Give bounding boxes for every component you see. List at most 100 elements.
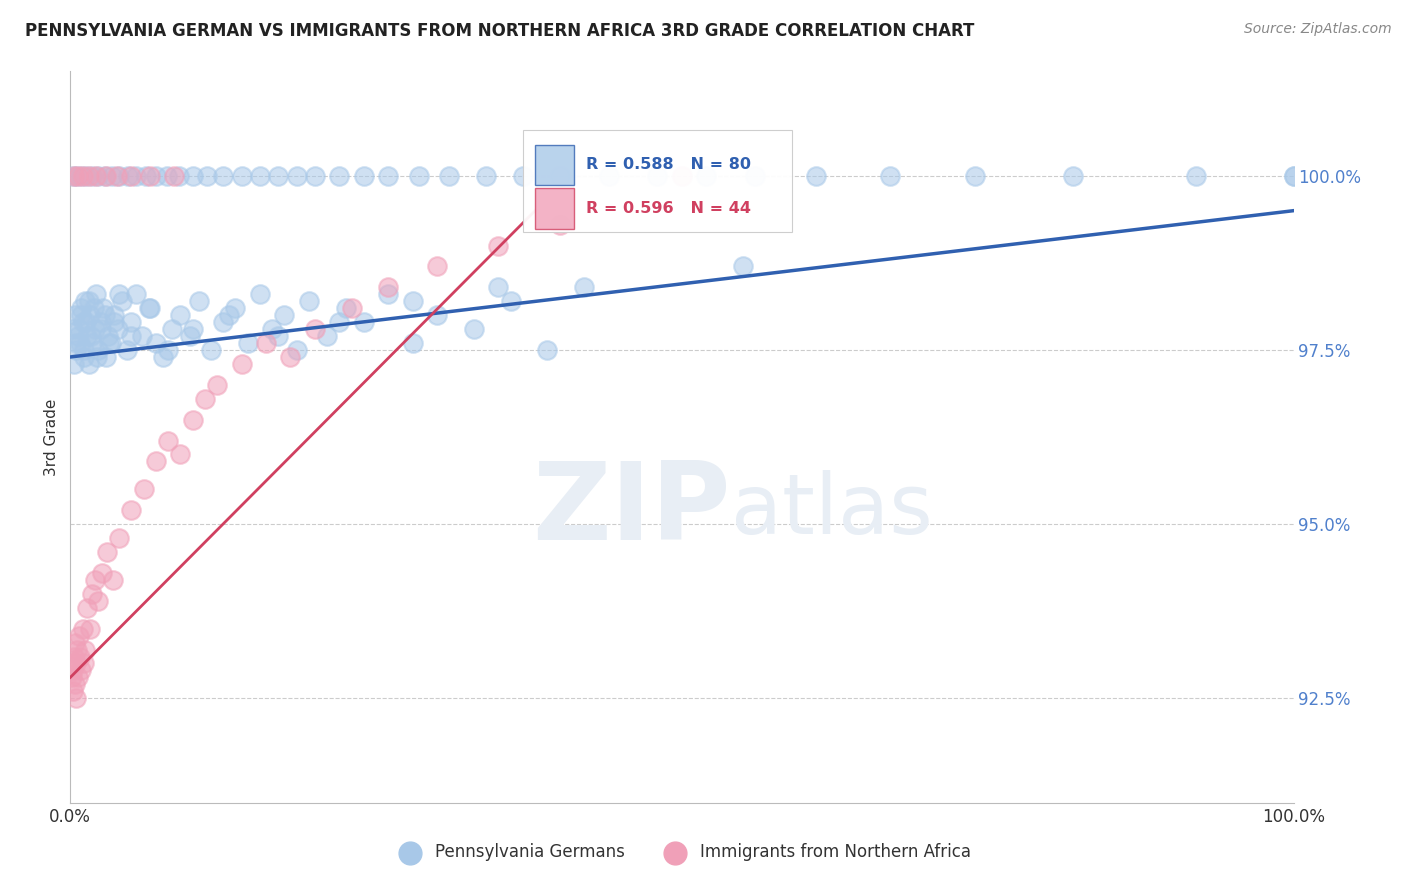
Point [62,322,84,336]
Point [212,169,235,183]
Point [695,169,717,183]
Text: PENNSYLVANIA GERMAN VS IMMIGRANTS FROM NORTHERN AFRICA 3RD GRADE CORRELATION CHA: PENNSYLVANIA GERMAN VS IMMIGRANTS FROM N… [25,22,974,40]
Point [108,287,131,301]
Point [65,691,87,706]
Point [733,260,755,274]
Point [69,336,91,351]
Point [62,169,84,183]
Point [91,566,114,580]
Point [879,169,901,183]
Point [377,169,399,183]
Point [87,169,110,183]
Point [145,336,167,351]
Point [965,169,987,183]
Point [72,622,94,636]
Point [82,169,104,183]
Point [83,301,105,316]
Point [65,169,87,183]
Point [536,343,558,357]
Point [335,301,357,316]
Point [408,169,430,183]
Point [254,336,277,351]
Point [298,294,321,309]
Point [1282,169,1305,183]
Point [82,587,104,601]
Point [195,169,218,183]
Point [77,294,100,309]
Point [79,622,101,636]
Point [98,336,121,351]
Point [132,483,155,497]
Point [93,308,115,322]
Point [72,169,94,183]
Point [65,336,87,351]
Point [131,329,153,343]
Point [744,169,766,183]
Point [66,642,89,657]
Point [108,169,131,183]
Point [402,336,425,351]
Point [488,238,510,252]
Point [212,315,235,329]
Point [63,169,86,183]
Point [83,573,105,587]
Point [125,169,148,183]
Point [135,169,157,183]
Point [316,329,339,343]
Point [138,301,160,316]
Point [121,329,143,343]
Point [70,301,93,316]
Point [439,169,461,183]
Point [353,315,375,329]
Point [62,684,84,698]
Point [72,315,94,329]
Point [163,169,186,183]
Point [62,664,84,678]
Point [77,169,100,183]
Point [167,169,190,183]
Point [671,169,693,183]
Point [181,169,204,183]
Bar [536,188,574,228]
Point [79,308,101,322]
Point [67,322,90,336]
Point [87,594,110,608]
Point [402,294,425,309]
Point [94,350,117,364]
Point [67,629,90,643]
Point [194,392,217,406]
Point [83,322,105,336]
Point [63,677,86,691]
Point [65,343,87,357]
Point [1184,169,1206,183]
Point [111,294,134,309]
Point [328,315,350,329]
Text: R = 0.588   N = 80: R = 0.588 N = 80 [586,157,751,172]
Point [181,412,204,426]
Point [82,336,104,351]
Point [160,322,183,336]
Point [63,357,86,371]
FancyBboxPatch shape [523,130,792,232]
Point [60,657,83,671]
Point [63,649,86,664]
Text: R = 0.596   N = 44: R = 0.596 N = 44 [586,202,751,217]
Point [73,294,96,309]
Point [87,343,110,357]
Text: atlas: atlas [731,470,932,550]
Point [156,169,179,183]
Text: Source: ZipAtlas.com: Source: ZipAtlas.com [1244,22,1392,37]
Point [179,329,201,343]
Point [267,329,290,343]
Point [139,169,162,183]
Point [285,169,308,183]
Point [65,657,87,671]
Point [548,169,571,183]
Point [572,280,595,294]
Point [90,322,112,336]
Y-axis label: 3rd Grade: 3rd Grade [44,399,59,475]
Point [93,169,115,183]
Point [475,169,498,183]
Point [73,350,96,364]
Point [512,169,534,183]
